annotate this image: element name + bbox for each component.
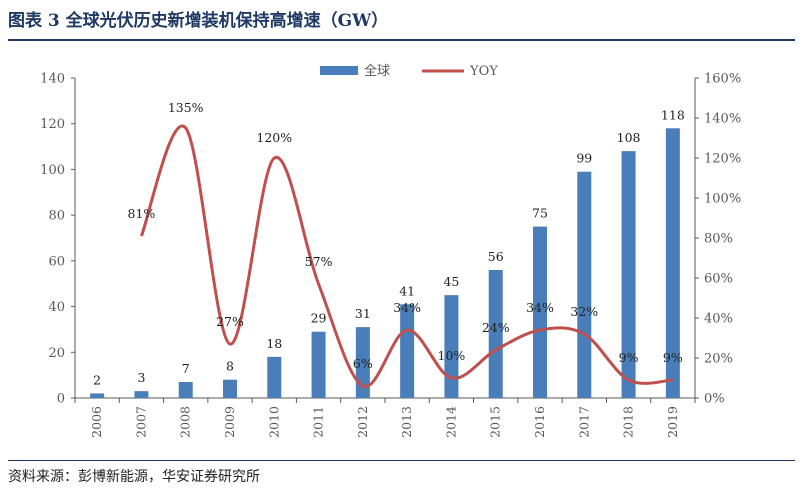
yoy-line-series: [140, 124, 673, 388]
source-rule: [8, 460, 795, 461]
data-labels: 2 3 7 8 18 29 31 41 45 56 75 99 108 118 81% 135% 27% 120%…: [93, 100, 685, 387]
yoy-label-2016: 34%: [526, 300, 554, 315]
title-rule: [8, 39, 795, 41]
bar-2019: [665, 128, 680, 399]
y-right-tick-label: 40%: [704, 312, 733, 327]
bar-2013: [400, 304, 415, 398]
bar-label-2013: 41: [399, 283, 415, 298]
x-tick-label: 2013: [399, 406, 414, 438]
x-tick-label: 2012: [355, 406, 370, 438]
yoy-label-2015: 24%: [482, 320, 510, 335]
y-left-tick-label: 40: [48, 300, 65, 315]
y-right-tick-label: 140%: [704, 112, 741, 127]
bar-2008: [178, 382, 193, 398]
y-right-tick-label: 20%: [704, 352, 733, 367]
y-right-tick-label: 160%: [704, 72, 741, 87]
y-left-tick-label: 60: [48, 254, 65, 269]
yoy-line: [140, 124, 673, 388]
bar-label-2012: 31: [355, 306, 371, 321]
legend-line-label: YOY: [469, 64, 498, 79]
bar-label-2016: 75: [532, 206, 548, 221]
legend-bar-swatch: [320, 66, 358, 75]
yoy-label-2011: 57%: [305, 254, 333, 269]
x-tick-label: 2015: [488, 406, 503, 438]
bar-2009: [223, 379, 237, 398]
bar-label-2009: 8: [226, 359, 234, 374]
bar-label-2007: 3: [137, 370, 145, 385]
bar-label-2006: 2: [93, 372, 101, 387]
source-note: 资料来源：彭博新能源，华安证券研究所: [8, 469, 260, 485]
bar-label-2014: 45: [443, 274, 459, 289]
yoy-label-2013: 34%: [393, 300, 421, 315]
yoy-label-2012: 6%: [353, 356, 373, 371]
y-right-tick-label: 60%: [704, 272, 733, 287]
bar-2014: [444, 295, 459, 398]
bar-label-2017: 99: [576, 151, 592, 166]
x-tick-label: 2008: [178, 406, 193, 438]
bar-2006: [90, 393, 105, 398]
yoy-label-2017: 32%: [570, 304, 598, 319]
bar-label-2008: 7: [182, 361, 190, 376]
bar-label-2011: 29: [311, 311, 327, 326]
bar-2017: [577, 171, 592, 398]
y-left-tick-label: 120: [40, 117, 65, 132]
legend: 全球 YOY: [320, 63, 498, 79]
y-left-tick-label: 100: [40, 163, 65, 178]
bar-2010: [267, 356, 282, 398]
y-right-tick-label: 120%: [704, 152, 741, 167]
bar-series: [90, 128, 680, 399]
x-tick-label: 2010: [266, 406, 281, 438]
bar-label-2018: 108: [617, 130, 641, 145]
y-left-tick-label: 140: [40, 72, 65, 87]
bar-2016: [533, 226, 547, 398]
bar-2012: [355, 327, 370, 398]
y-left-tick-label: 0: [57, 392, 65, 407]
bar-2011: [311, 331, 326, 398]
yoy-label-2010: 120%: [256, 130, 292, 145]
x-tick-label: 2016: [532, 406, 547, 438]
yoy-label-2007: 81%: [128, 206, 156, 221]
bar-2007: [134, 391, 149, 398]
figure-title: 图表 3 全球光伏历史新增装机保持高增速（GW）: [8, 11, 389, 31]
x-tick-label: 2007: [133, 406, 148, 438]
yoy-label-2008: 135%: [168, 100, 204, 115]
bar-label-2015: 56: [488, 249, 504, 264]
bar-2015: [488, 270, 503, 398]
y-right-tick-label: 100%: [704, 192, 741, 207]
y-left-tick-label: 80: [48, 209, 65, 224]
x-tick-label: 2019: [665, 406, 680, 438]
x-tick-label: 2017: [576, 406, 591, 438]
bar-label-2019: 118: [661, 107, 685, 122]
bar-label-2010: 18: [266, 336, 282, 351]
yoy-label-2014: 10%: [438, 348, 466, 363]
x-tick-label: 2014: [443, 406, 458, 438]
x-tick-label: 2006: [89, 406, 104, 438]
bar-2018: [621, 151, 636, 398]
yoy-label-2019: 9%: [663, 350, 683, 365]
x-tick-label: 2018: [621, 406, 636, 438]
yoy-label-2009: 27%: [216, 314, 244, 329]
y-right-tick-label: 0%: [704, 392, 725, 407]
x-tick-label: 2009: [222, 406, 237, 438]
chart-axes: 0 20 40 60 80 100 120 140 0% 20% 40% 60% 80% 100% 120%…: [40, 72, 741, 438]
yoy-label-2018: 9%: [619, 350, 639, 365]
x-tick-label: 2011: [311, 406, 326, 438]
legend-bar-label: 全球: [364, 63, 390, 79]
y-left-tick-label: 20: [48, 346, 65, 361]
y-right-tick-label: 80%: [704, 232, 733, 247]
